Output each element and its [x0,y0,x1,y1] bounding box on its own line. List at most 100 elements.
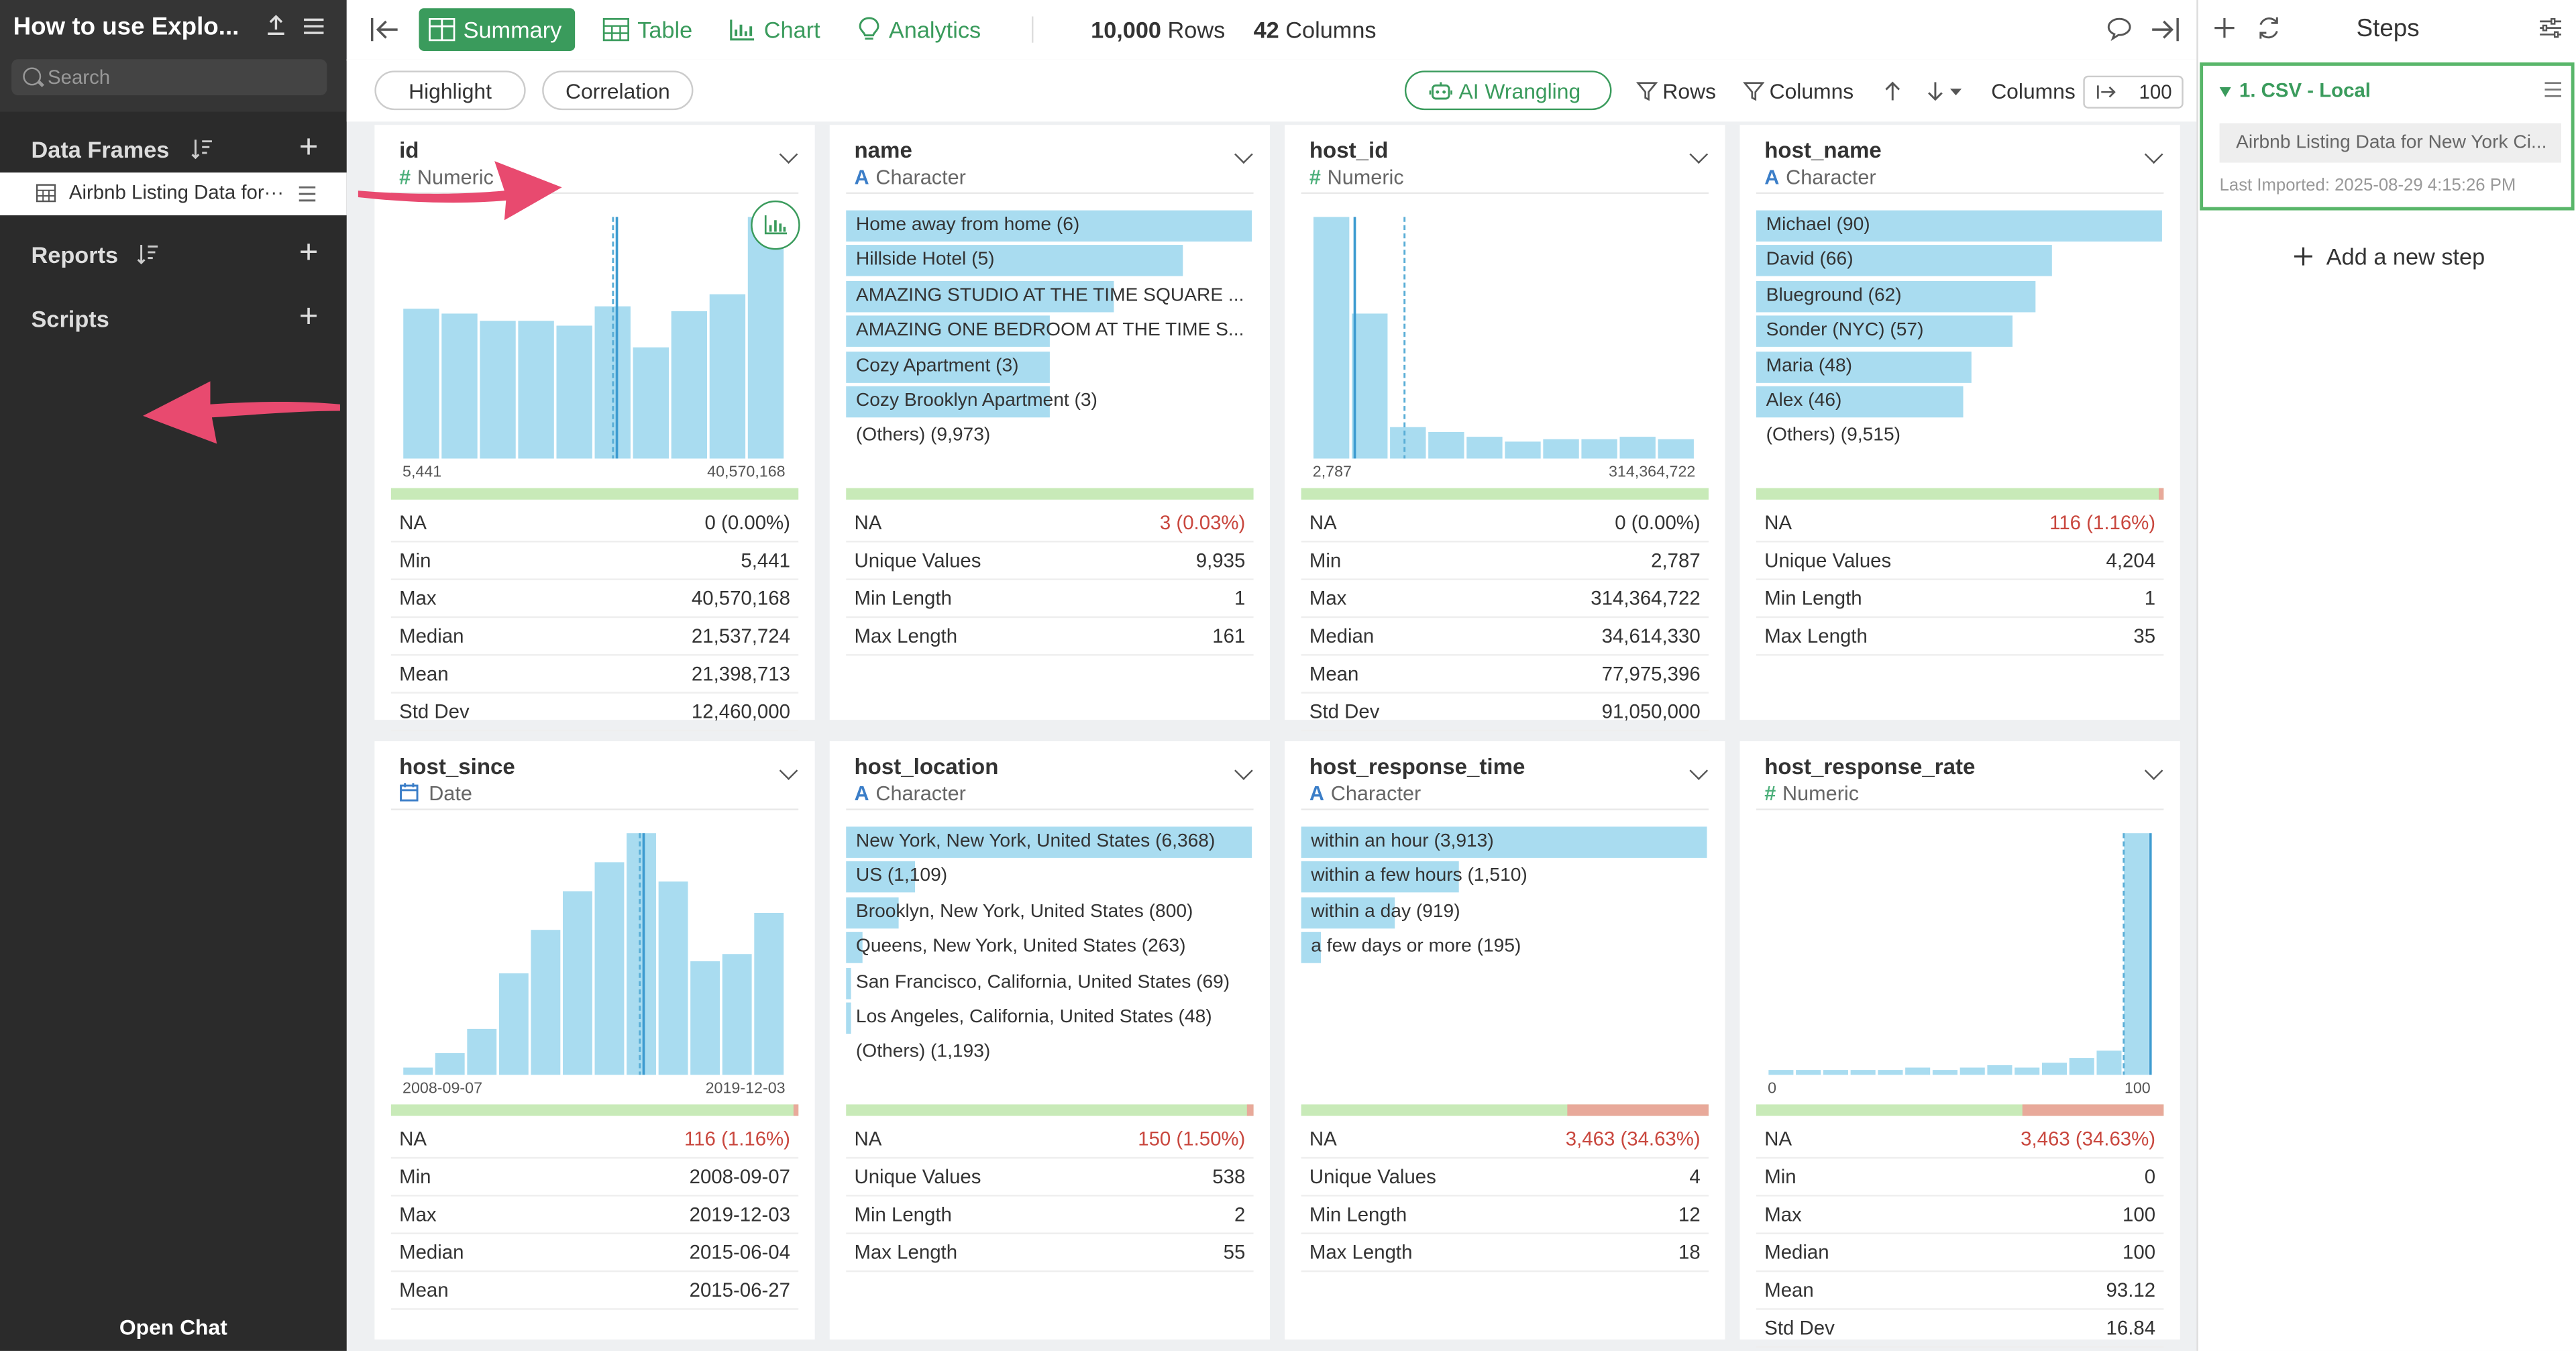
add-icon[interactable] [2213,17,2236,40]
add-report-button[interactable]: + [299,235,319,272]
sort-ascending-icon[interactable] [1883,80,1902,102]
value-label: US (1,109) [855,867,948,887]
value-row[interactable]: Hillside Hotel (5) [846,246,1253,277]
stat-value: 93.12 [2106,1279,2156,1302]
value-row[interactable]: Home away from home (6) [846,210,1253,242]
step-menu-icon[interactable] [2543,80,2563,99]
value-row[interactable]: a few days or more (195) [1301,932,1709,964]
menu-icon[interactable] [303,15,325,38]
stat-row: Min Length 1 [846,580,1254,618]
data-frame-item[interactable]: Airbnb Listing Data for··· [0,172,347,215]
add-data-frame-button[interactable]: + [299,129,319,166]
columns-count-input[interactable]: 100 [2083,75,2184,109]
export-icon[interactable] [264,13,287,36]
column-name[interactable]: host_id [1309,138,1389,163]
open-chat-button[interactable]: Open Chat [119,1315,227,1340]
value-row[interactable]: within an hour (3,913) [1301,826,1709,858]
columns-count-value: 42 [1253,16,1279,43]
column-name[interactable]: host_response_rate [1764,754,1976,779]
item-menu-icon[interactable] [297,184,317,203]
column-name[interactable]: host_location [854,754,999,779]
step-csv-local[interactable]: 1. CSV - Local Airbnb Listing Data for N… [2200,62,2575,211]
value-row[interactable]: Cozy Apartment (3) [846,351,1253,382]
histogram-bar [403,309,439,459]
value-row[interactable]: Sonder (NYC) (57) [1756,315,2163,347]
value-row[interactable]: within a few hours (1,510) [1301,861,1709,894]
expand-triangle-icon[interactable] [2219,87,2231,97]
value-row[interactable]: San Francisco, California, United States… [846,967,1253,999]
analytics-tab[interactable]: Analytics [857,8,981,51]
column-name[interactable]: name [854,138,912,163]
histogram-chart[interactable] [374,741,814,1087]
missing-values-bar [1301,1104,1709,1116]
value-row[interactable]: (Others) (9,973) [846,421,1253,453]
ai-wrangling-button[interactable]: AI Wrangling [1404,70,1612,111]
column-name[interactable]: host_response_time [1309,754,1525,779]
value-row[interactable]: Queens, New York, United States (263) [846,932,1253,964]
histogram-bar [1768,1070,1794,1075]
collapse-sidebar-icon[interactable] [370,17,399,43]
collapse-steps-icon[interactable] [2151,17,2180,43]
value-row[interactable]: Maria (48) [1756,351,2163,382]
step-source[interactable]: Airbnb Listing Data for New York Ci... [2219,123,2561,163]
chevron-down-icon[interactable] [1234,145,1253,164]
histogram-chart[interactable] [1285,125,1725,470]
summary-options-bar: Highlight Correlation AI Wrangling Rows … [346,59,2197,122]
settings-sliders-icon[interactable] [2538,17,2563,40]
axis-min-label: 0 [1768,1079,1777,1098]
value-label: Michael (90) [1766,215,1870,235]
value-row[interactable]: (Others) (9,515) [1756,421,2163,453]
bar-chart-icon [764,215,788,235]
column-name[interactable]: id [399,138,419,163]
column-name[interactable]: host_name [1764,138,1882,163]
chart-tab[interactable]: Chart [729,8,820,51]
stat-row: NA 3,463 (34.63%) [1756,1121,2164,1159]
refresh-icon[interactable] [2255,15,2282,41]
reports-sort-icon[interactable] [136,244,159,265]
value-row[interactable]: Brooklyn, New York, United States (800) [846,897,1253,928]
value-row[interactable]: AMAZING ONE BEDROOM AT THE TIME S... [846,315,1253,347]
chevron-down-icon[interactable] [2144,145,2163,164]
search-input[interactable]: Search [11,59,327,96]
columns-filter[interactable]: Columns [1742,79,1854,103]
correlation-button[interactable]: Correlation [542,70,694,111]
value-row[interactable]: New York, New York, United States (6,368… [846,826,1253,858]
add-script-button[interactable]: + [299,299,319,335]
sort-icon[interactable] [191,138,213,160]
value-row[interactable]: David (66) [1756,246,2163,277]
highlight-button[interactable]: Highlight [374,70,526,111]
value-row[interactable]: US (1,109) [846,861,1253,894]
comment-icon[interactable] [2106,17,2133,42]
add-step-button[interactable]: Add a new step [2294,244,2485,270]
value-row[interactable]: within a day (919) [1301,897,1709,928]
value-row[interactable]: Blueground (62) [1756,280,2163,313]
value-row[interactable]: Cozy Brooklyn Apartment (3) [846,386,1253,418]
rows-count: 10,000 Rows [1091,17,1225,43]
summary-tab[interactable]: Summary [419,8,575,51]
table-tab[interactable]: Table [602,8,692,51]
histogram-bar [1352,313,1388,459]
project-title[interactable]: How to use Explo... [13,13,239,42]
stat-label: Median [1309,625,1375,648]
stat-row: Max 2019-12-03 [390,1197,799,1234]
value-row[interactable]: Alex (46) [1756,386,2163,418]
histogram-chart[interactable] [1739,741,2180,1087]
column-type-label: Date [429,782,472,806]
value-row[interactable]: (Others) (1,193) [846,1038,1253,1069]
value-row[interactable]: AMAZING STUDIO AT THE TIME SQUARE ... [846,280,1253,313]
chart-type-icon[interactable] [751,200,800,250]
stat-label: Median [399,625,464,648]
stat-label: Unique Values [1309,1165,1436,1189]
value-label: New York, New York, United States (6,368… [855,831,1216,852]
chevron-down-icon[interactable] [1689,761,1709,780]
column-name[interactable]: host_since [399,754,515,779]
stat-value: 35 [2133,625,2156,648]
histogram-chart[interactable] [374,125,814,470]
chevron-down-icon[interactable] [1234,761,1253,780]
histogram-bar [441,313,478,459]
stat-label: Max [1764,1203,1802,1226]
value-row[interactable]: Michael (90) [1756,210,2163,242]
rows-filter[interactable]: Rows [1635,79,1716,103]
sort-descending-icon[interactable] [1925,80,1962,102]
value-row[interactable]: Los Angeles, California, United States (… [846,1002,1253,1034]
